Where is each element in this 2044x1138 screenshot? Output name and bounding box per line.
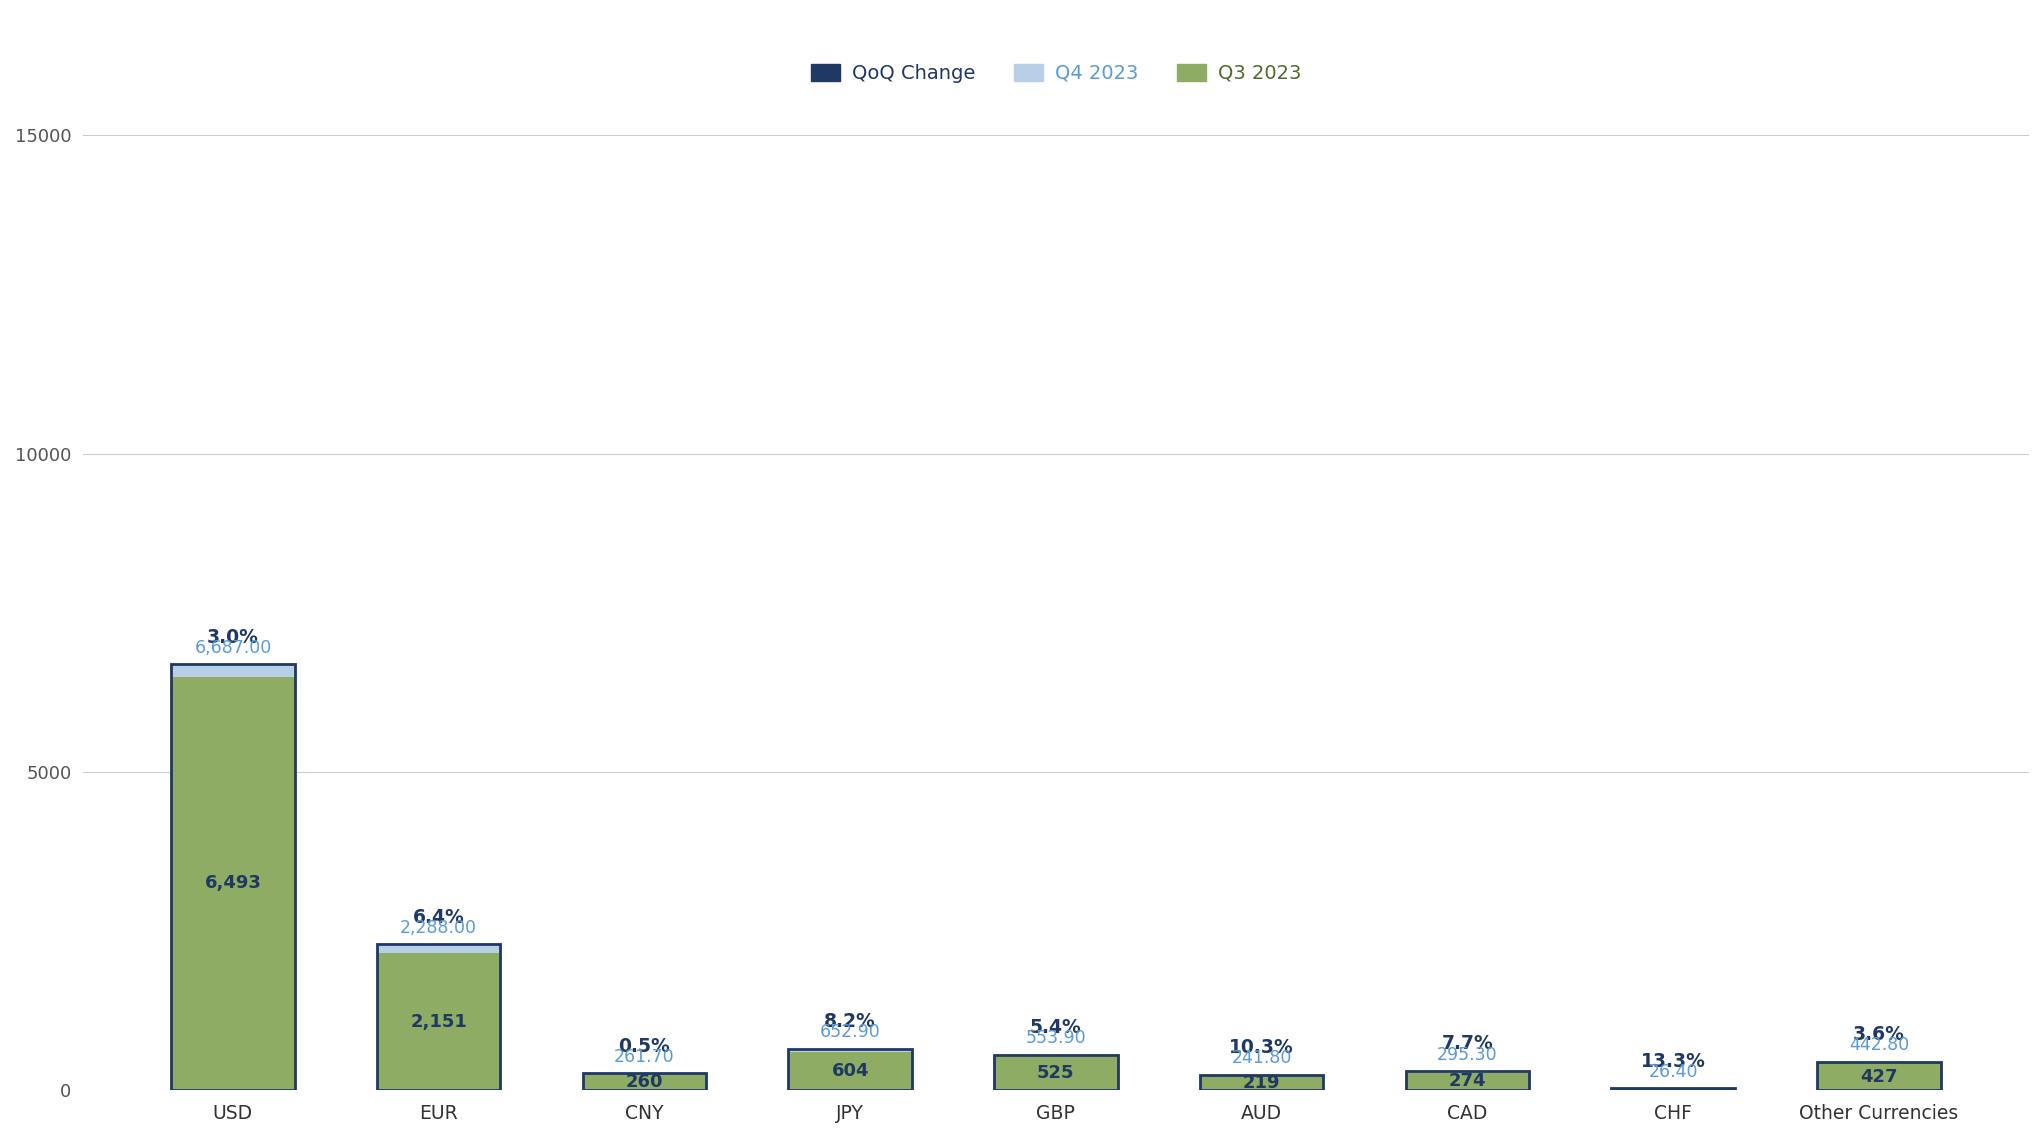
Text: 5.4%: 5.4% <box>1030 1019 1081 1037</box>
Text: 274: 274 <box>1449 1072 1486 1090</box>
Bar <box>583 1073 705 1090</box>
Text: 0.5%: 0.5% <box>619 1037 670 1056</box>
Text: 7.7%: 7.7% <box>1441 1034 1494 1054</box>
Bar <box>1200 1074 1322 1090</box>
Bar <box>993 1057 1118 1090</box>
Text: 3.6%: 3.6% <box>1852 1025 1905 1044</box>
Bar <box>1200 1074 1322 1077</box>
Bar <box>1406 1071 1529 1090</box>
Text: 8.2%: 8.2% <box>824 1012 877 1031</box>
Bar <box>376 945 501 954</box>
Text: 2,151: 2,151 <box>411 1013 468 1031</box>
Bar <box>172 665 294 677</box>
Bar <box>789 1048 912 1090</box>
Bar <box>993 1055 1118 1090</box>
Text: 3.0%: 3.0% <box>206 627 260 646</box>
Bar <box>1611 1088 1735 1090</box>
Text: 10.3%: 10.3% <box>1228 1038 1294 1057</box>
Bar <box>789 1048 912 1052</box>
Bar <box>172 677 294 1090</box>
Text: 6.4%: 6.4% <box>413 908 464 926</box>
Text: 525: 525 <box>1036 1064 1075 1082</box>
Text: 2,288.00: 2,288.00 <box>401 918 476 937</box>
Text: 260: 260 <box>625 1073 662 1091</box>
Text: 442.80: 442.80 <box>1848 1037 1909 1054</box>
Bar <box>789 1052 912 1090</box>
Bar <box>1406 1071 1529 1073</box>
Bar <box>172 665 294 1090</box>
Text: 219: 219 <box>1243 1074 1280 1092</box>
Text: 26.40: 26.40 <box>1647 1063 1699 1081</box>
Bar <box>993 1055 1118 1057</box>
Text: 13.3%: 13.3% <box>1641 1052 1705 1071</box>
Legend: QoQ Change, Q4 2023, Q3 2023: QoQ Change, Q4 2023, Q3 2023 <box>801 53 1310 92</box>
Bar <box>583 1073 705 1090</box>
Bar <box>1406 1073 1529 1090</box>
Bar <box>1817 1062 1940 1090</box>
Bar <box>376 954 501 1090</box>
Text: 604: 604 <box>832 1062 869 1080</box>
Text: 295.30: 295.30 <box>1437 1046 1498 1064</box>
Text: 6,687.00: 6,687.00 <box>194 638 272 657</box>
Bar <box>376 945 501 1090</box>
Text: 6,493: 6,493 <box>204 874 262 892</box>
Text: 261.70: 261.70 <box>613 1048 675 1066</box>
Text: 427: 427 <box>1860 1067 1897 1086</box>
Text: 553.90: 553.90 <box>1026 1029 1085 1047</box>
Text: 241.80: 241.80 <box>1230 1049 1292 1067</box>
Text: 652.90: 652.90 <box>820 1023 881 1041</box>
Bar <box>1200 1077 1322 1090</box>
Bar <box>1817 1063 1940 1090</box>
Bar <box>1611 1089 1735 1090</box>
